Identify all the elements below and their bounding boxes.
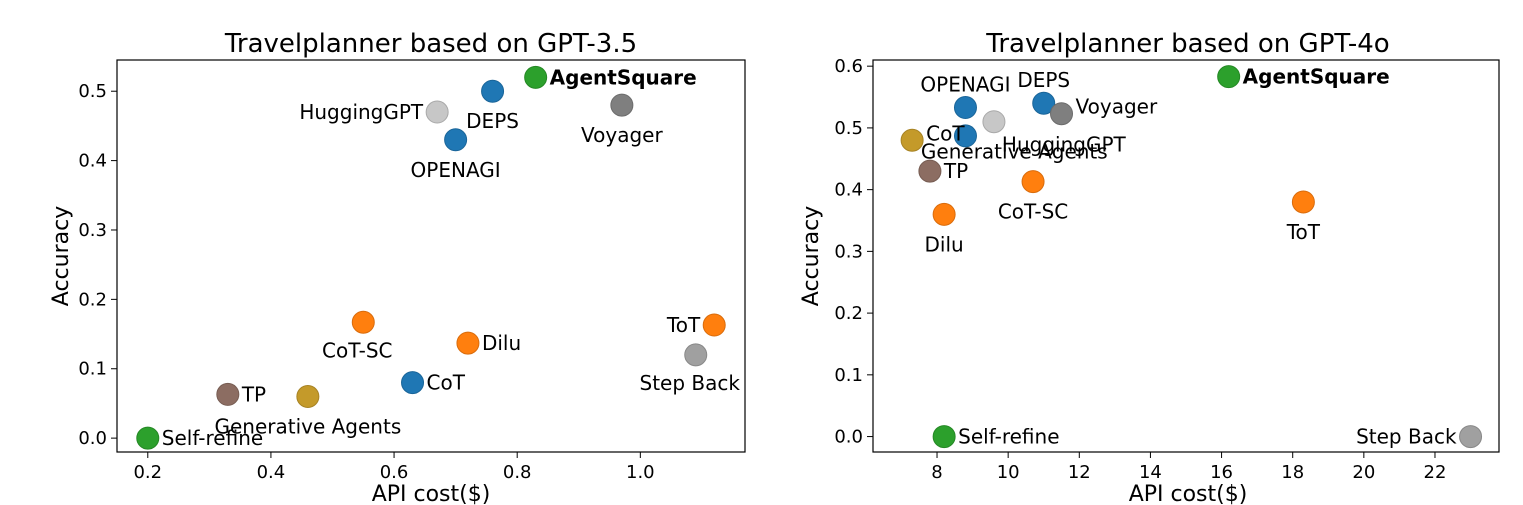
x-tick-label: 0.8 [503, 462, 532, 483]
y-tick-label: 0.2 [834, 303, 863, 324]
point-label: OPENAGI [920, 73, 1010, 97]
point-label: Self-refine [958, 425, 1059, 449]
x-tick-label: 18 [1281, 462, 1304, 483]
point-label: Voyager [581, 123, 663, 147]
y-tick-label: 0.1 [834, 365, 863, 386]
x-tick-label: 14 [1139, 462, 1162, 483]
x-tick-label: 20 [1352, 462, 1375, 483]
point-label: Generative Agents [214, 414, 401, 438]
data-point [953, 96, 977, 120]
point-label: TP [241, 382, 266, 406]
x-tick-label: 16 [1210, 462, 1233, 483]
x-tick-label: 1.0 [626, 462, 655, 483]
data-point [684, 343, 708, 367]
point-label: AgentSquare [1243, 65, 1390, 89]
data-point [456, 331, 480, 355]
data-point [216, 382, 240, 406]
data-point [610, 93, 634, 117]
point-label: ToT [666, 313, 701, 337]
ticks: 0.2 0.4 0.6 0.8 1.0 0.0 0.1 0.2 0.3 0.4 0.5 [78, 81, 654, 483]
point-label: HuggingGPT [1002, 133, 1127, 157]
data-point [1032, 91, 1056, 115]
chart-gpt35: Travelplanner based on GPT-3.5 API cost(… [49, 29, 746, 505]
x-axis-label: API cost($) [1129, 482, 1248, 505]
point-label: Step Back [1356, 425, 1457, 449]
x-tick-label: 0.6 [380, 462, 409, 483]
data-point [932, 202, 956, 226]
y-tick-label: 0.3 [834, 241, 863, 262]
data-point [444, 128, 468, 152]
data-point [1291, 190, 1315, 214]
x-tick-label: 10 [997, 462, 1020, 483]
point-label: TP [943, 159, 968, 183]
x-tick-label: 0.4 [257, 462, 286, 483]
data-point [351, 310, 375, 334]
ticks: 8 10 12 14 16 18 20 22 0.0 0.1 0.2 0.3 0.4 0.5 0.6 [834, 56, 1446, 483]
chart-gpt4o: Travelplanner based on GPT-4o API cost($… [799, 29, 1500, 505]
y-tick-label: 0.3 [78, 220, 107, 241]
data-point [524, 65, 548, 89]
y-axis-label: Accuracy [799, 206, 824, 306]
point-label: Voyager [1076, 95, 1158, 119]
data-point [953, 124, 977, 148]
chart-title: Travelplanner based on GPT-4o [985, 29, 1389, 59]
point-label: DEPS [466, 109, 519, 133]
y-tick-label: 0.6 [834, 56, 863, 77]
data-point [702, 313, 726, 337]
y-tick-label: 0.0 [834, 427, 863, 448]
point-label: Generative Agents [921, 139, 1108, 163]
x-tick-label: 22 [1424, 462, 1447, 483]
y-tick-label: 0.5 [78, 81, 107, 102]
point-label: Self-refine [162, 426, 263, 450]
point-label: Dilu [925, 232, 964, 256]
y-tick-label: 0.4 [78, 151, 107, 172]
x-tick-label: 0.2 [133, 462, 162, 483]
data-point [1459, 425, 1483, 449]
data-point [982, 110, 1006, 134]
point-label: ToT [1286, 220, 1321, 244]
chart-title: Travelplanner based on GPT-3.5 [224, 29, 637, 59]
point-label: CoT [926, 121, 965, 145]
data-point [401, 371, 425, 395]
x-tick-label: 8 [931, 462, 942, 483]
data-point [1021, 170, 1045, 194]
y-tick-label: 0.0 [78, 428, 107, 449]
point-label: HuggingGPT [299, 100, 424, 124]
y-tick-label: 0.4 [834, 180, 863, 201]
data-point [900, 128, 924, 152]
point-label: OPENAGI [411, 158, 501, 182]
plot-frame [116, 59, 746, 453]
data-point [296, 384, 320, 408]
data-point [1050, 102, 1074, 126]
y-axis-label: Accuracy [49, 206, 74, 306]
points: AgentSquare DEPS HuggingGPT Voyager OPENAGI C… [136, 65, 741, 450]
plot-frame [872, 59, 1500, 453]
data-point [932, 425, 956, 449]
data-point [136, 426, 160, 450]
y-tick-label: 0.2 [78, 289, 107, 310]
data-point [425, 100, 449, 124]
point-label: CoT-SC [998, 200, 1068, 224]
point-label: Dilu [482, 331, 521, 355]
y-tick-label: 0.5 [834, 118, 863, 139]
point-label: CoT-SC [322, 338, 392, 362]
point-label: CoT [427, 371, 466, 395]
x-axis-label: API cost($) [372, 482, 491, 505]
point-label: DEPS [1017, 68, 1070, 92]
data-point [1217, 65, 1241, 89]
x-tick-label: 12 [1068, 462, 1091, 483]
point-label: AgentSquare [550, 65, 697, 89]
data-point [918, 159, 942, 183]
data-point [481, 79, 505, 103]
point-label: Step Back [640, 371, 741, 395]
y-tick-label: 0.1 [78, 359, 107, 380]
